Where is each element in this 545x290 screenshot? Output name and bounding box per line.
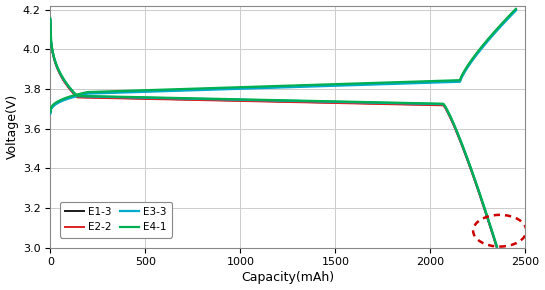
E3-3 bbox=[167, 89, 173, 93]
E1-3 bbox=[258, 86, 264, 89]
Y-axis label: Voltage(V): Voltage(V) bbox=[5, 94, 19, 159]
E2-2 bbox=[513, 8, 519, 11]
E1-3 bbox=[358, 83, 365, 86]
E3-3 bbox=[47, 112, 53, 115]
Legend: E1-3, E2-2, E3-3, E4-1: E1-3, E2-2, E3-3, E4-1 bbox=[60, 202, 172, 238]
Line: E4-1: E4-1 bbox=[50, 9, 516, 112]
E4-1 bbox=[167, 88, 173, 91]
Line: E2-2: E2-2 bbox=[50, 10, 516, 113]
E1-3 bbox=[513, 8, 519, 12]
E3-3 bbox=[129, 90, 136, 94]
E4-1 bbox=[322, 83, 328, 86]
E2-2 bbox=[322, 83, 328, 87]
Line: E3-3: E3-3 bbox=[50, 10, 516, 113]
E2-2 bbox=[358, 82, 365, 86]
E3-3 bbox=[513, 9, 519, 12]
E2-2 bbox=[398, 81, 404, 84]
E1-3 bbox=[322, 84, 328, 87]
E3-3 bbox=[322, 84, 328, 88]
E4-1 bbox=[358, 81, 365, 85]
X-axis label: Capacity(mAh): Capacity(mAh) bbox=[241, 271, 335, 284]
E2-2 bbox=[47, 111, 53, 114]
E4-1 bbox=[258, 85, 264, 88]
E3-3 bbox=[398, 82, 404, 85]
E4-1 bbox=[129, 89, 136, 92]
E2-2 bbox=[167, 88, 173, 92]
E2-2 bbox=[129, 90, 136, 93]
E3-3 bbox=[258, 86, 264, 90]
Line: E1-3: E1-3 bbox=[50, 10, 516, 113]
E1-3 bbox=[47, 111, 53, 115]
E4-1 bbox=[398, 80, 404, 84]
E4-1 bbox=[513, 7, 519, 11]
E1-3 bbox=[398, 81, 404, 85]
E1-3 bbox=[129, 90, 136, 93]
E3-3 bbox=[358, 83, 365, 87]
E4-1 bbox=[47, 110, 53, 114]
E1-3 bbox=[167, 89, 173, 92]
E2-2 bbox=[258, 85, 264, 89]
